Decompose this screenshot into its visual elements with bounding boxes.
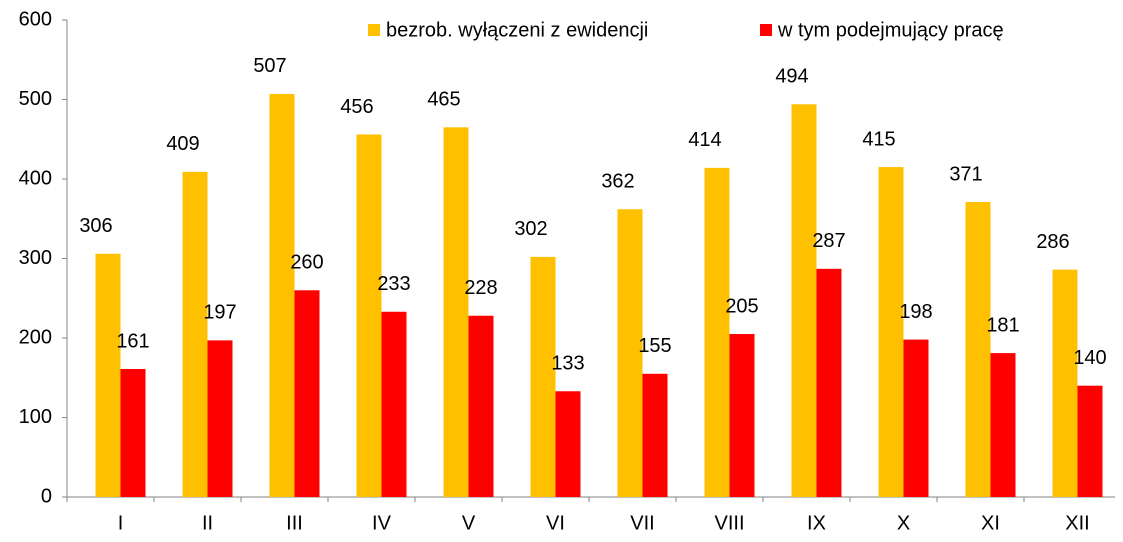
y-tick-label: 600 xyxy=(19,8,52,30)
x-tick-label: II xyxy=(202,512,213,534)
data-label: 181 xyxy=(986,314,1019,336)
bar xyxy=(642,373,668,497)
data-label: 302 xyxy=(514,218,547,240)
data-label: 456 xyxy=(340,96,373,118)
x-tick-label: VI xyxy=(546,512,565,534)
bar xyxy=(1052,269,1078,497)
data-label: 140 xyxy=(1073,347,1106,369)
data-label: 161 xyxy=(116,330,149,352)
x-tick-label: IV xyxy=(372,512,392,534)
data-label: 362 xyxy=(601,170,634,192)
x-tick-label: X xyxy=(897,512,910,534)
legend-label: bezrob. wyłączeni z ewidencji xyxy=(386,19,648,41)
x-tick-label: IX xyxy=(807,512,826,534)
data-label: 414 xyxy=(688,129,721,151)
bar xyxy=(816,268,842,497)
y-tick-label: 0 xyxy=(41,485,52,507)
y-tick-label: 300 xyxy=(19,247,52,269)
bar xyxy=(381,311,407,497)
bar xyxy=(294,290,320,497)
bar xyxy=(791,104,817,498)
data-label: 371 xyxy=(949,163,982,185)
data-label: 465 xyxy=(427,89,460,111)
bar xyxy=(1077,385,1103,497)
data-label: 233 xyxy=(377,273,410,295)
data-label: 205 xyxy=(725,295,758,317)
bar xyxy=(356,134,382,498)
y-tick-label: 400 xyxy=(19,167,52,189)
bar xyxy=(878,167,904,497)
x-tick-label: XII xyxy=(1065,512,1089,534)
legend-swatch xyxy=(760,24,772,36)
x-tick-label: III xyxy=(286,512,303,534)
data-label: 260 xyxy=(290,252,323,274)
data-label: 306 xyxy=(79,215,112,237)
bar xyxy=(729,334,755,497)
data-label: 286 xyxy=(1036,231,1069,253)
bar xyxy=(95,253,121,497)
x-tick-label: VII xyxy=(630,512,654,534)
bar xyxy=(555,391,581,497)
bar xyxy=(182,171,208,497)
data-label: 133 xyxy=(551,353,584,375)
bar xyxy=(269,93,295,497)
y-tick-label: 500 xyxy=(19,88,52,110)
data-label: 409 xyxy=(166,133,199,155)
legend-swatch xyxy=(368,24,380,36)
bar xyxy=(468,315,494,497)
data-label: 198 xyxy=(899,301,932,323)
bar xyxy=(207,340,233,497)
data-label: 228 xyxy=(464,277,497,299)
bar xyxy=(965,202,991,497)
data-label: 287 xyxy=(812,230,845,252)
bar xyxy=(704,167,730,497)
legend-label: w tym podejmujący pracę xyxy=(777,19,1004,41)
data-label: 415 xyxy=(862,128,895,150)
x-tick-label: I xyxy=(118,512,124,534)
data-label: 494 xyxy=(775,66,808,88)
data-label: 507 xyxy=(253,55,286,77)
bar xyxy=(617,209,643,497)
bar xyxy=(903,339,929,497)
x-tick-label: V xyxy=(462,512,476,534)
x-tick-label: VIII xyxy=(714,512,744,534)
bar xyxy=(530,256,556,497)
data-label: 155 xyxy=(638,335,671,357)
data-label: 197 xyxy=(203,302,236,324)
y-tick-label: 100 xyxy=(19,406,52,428)
y-tick-label: 200 xyxy=(19,326,52,348)
bar xyxy=(120,369,146,497)
x-tick-label: XI xyxy=(981,512,1000,534)
bar xyxy=(443,127,469,497)
bar xyxy=(990,353,1016,497)
